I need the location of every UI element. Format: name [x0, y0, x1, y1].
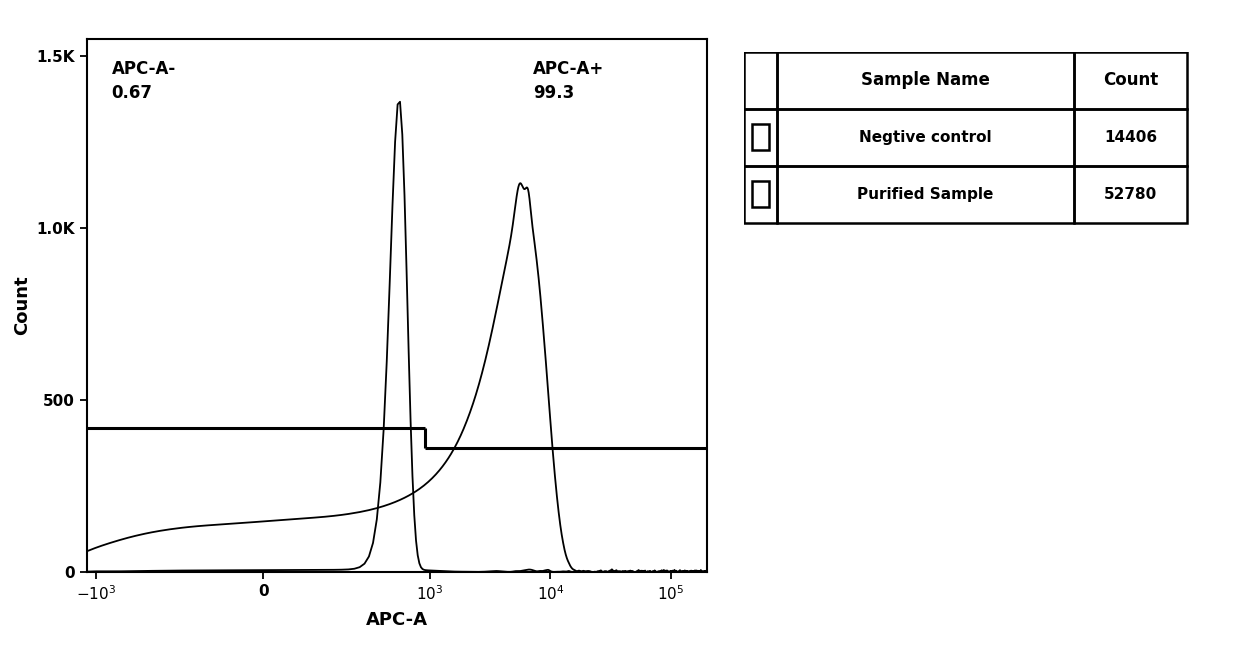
Text: 14406: 14406 [1104, 130, 1157, 145]
Y-axis label: Count: Count [12, 276, 31, 335]
Bar [751, 124, 770, 150]
Bar [777, 166, 1074, 222]
Text: Purified Sample: Purified Sample [857, 187, 993, 202]
Bar [751, 181, 770, 207]
Bar [777, 52, 1074, 109]
Text: APC-A-
0.67: APC-A- 0.67 [112, 60, 176, 102]
Bar [1074, 166, 1187, 222]
Bar [744, 166, 777, 222]
Text: Sample Name: Sample Name [861, 72, 990, 90]
Bar [777, 109, 1074, 166]
Bar [744, 109, 777, 166]
Text: Count: Count [1102, 72, 1158, 90]
Bar [1074, 109, 1187, 166]
Bar [744, 52, 777, 109]
Text: APC-A+
99.3: APC-A+ 99.3 [533, 60, 604, 102]
Bar [1074, 52, 1187, 109]
Text: Negtive control: Negtive control [859, 130, 992, 145]
Text: 52780: 52780 [1104, 187, 1157, 202]
X-axis label: APC-A: APC-A [366, 611, 428, 629]
